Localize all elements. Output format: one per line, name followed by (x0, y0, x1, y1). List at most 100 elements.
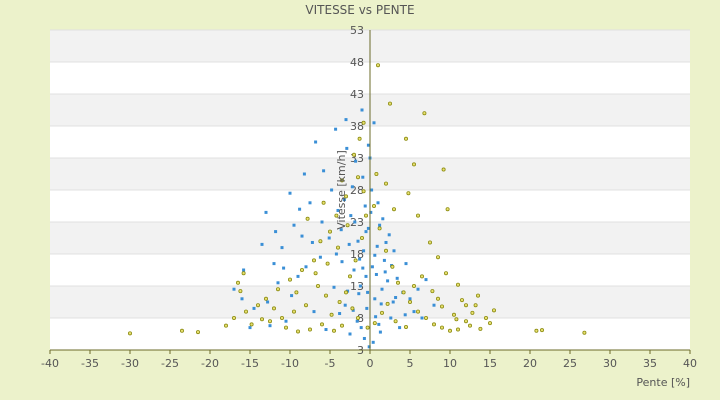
data-point (305, 216, 310, 221)
data-point (358, 284, 362, 288)
data-point (362, 249, 366, 253)
data-point (311, 258, 316, 263)
data-point (394, 296, 398, 300)
x-tick-label: -30 (121, 357, 139, 370)
data-point (347, 274, 352, 279)
data-point (362, 336, 366, 340)
x-tick-label: 10 (443, 357, 457, 370)
data-point (582, 330, 587, 335)
data-point (356, 239, 360, 243)
data-point (372, 121, 376, 125)
data-point (352, 268, 356, 272)
data-point (334, 213, 339, 218)
data-point (445, 207, 450, 212)
data-point (355, 175, 360, 180)
x-tick-label: 25 (563, 357, 577, 370)
data-point (355, 315, 360, 320)
data-point (378, 330, 382, 334)
data-point (435, 255, 440, 260)
x-tick-label: 20 (523, 357, 537, 370)
data-point (223, 323, 228, 328)
data-point (406, 191, 411, 196)
data-point (304, 265, 308, 269)
data-point (353, 258, 358, 263)
y-tick-label: 53 (350, 24, 364, 37)
x-tick-label: -5 (325, 357, 336, 370)
data-point (366, 226, 370, 230)
data-point (259, 317, 264, 322)
data-point (343, 303, 347, 307)
data-point (385, 301, 390, 306)
data-point (284, 319, 288, 323)
data-point (447, 328, 452, 333)
data-point (298, 207, 302, 211)
data-point (463, 303, 468, 308)
data-point (279, 315, 284, 320)
data-point (252, 306, 256, 310)
data-point (271, 306, 276, 311)
data-point (366, 290, 370, 294)
data-point (280, 246, 284, 250)
data-point (365, 306, 369, 310)
data-point (364, 274, 368, 278)
data-point (287, 277, 292, 282)
data-point (312, 310, 316, 314)
data-point (334, 252, 338, 256)
data-point (487, 321, 492, 326)
data-point (243, 309, 248, 314)
data-point (248, 326, 252, 330)
data-point (470, 310, 475, 315)
data-point (355, 319, 359, 323)
data-point (299, 267, 304, 272)
data-point (381, 217, 385, 221)
x-tick-label: 5 (407, 357, 414, 370)
data-point (350, 306, 355, 311)
data-point (353, 220, 357, 224)
data-point (478, 326, 483, 331)
data-point (403, 324, 408, 329)
data-point (282, 266, 286, 270)
data-point (331, 328, 336, 333)
data-point (292, 223, 296, 227)
data-point (419, 274, 424, 279)
data-point (302, 172, 306, 176)
data-point (407, 299, 412, 304)
y-tick-label: 23 (350, 216, 364, 229)
data-point (348, 332, 352, 336)
x-tick-label: 15 (483, 357, 497, 370)
data-point (339, 178, 344, 183)
data-point (379, 302, 383, 306)
data-point (377, 322, 381, 326)
data-point (290, 294, 294, 298)
data-point (387, 101, 392, 106)
data-point (232, 287, 236, 291)
data-point (372, 321, 377, 326)
data-point (365, 325, 370, 330)
data-point (303, 303, 308, 308)
data-point (374, 171, 379, 176)
data-point (359, 326, 363, 330)
data-point (387, 233, 391, 237)
data-point (395, 280, 400, 285)
y-tick-label: 8 (357, 312, 364, 325)
data-point (424, 278, 428, 282)
data-point (127, 331, 132, 336)
data-point (363, 213, 368, 218)
data-point (342, 198, 346, 202)
data-point (332, 285, 336, 289)
data-point (339, 228, 343, 232)
x-axis: -40 -35 -30 -25 -20 -15 -10 -5 0 5 10 15 20 25 30 35 40 (41, 349, 697, 370)
data-point (357, 292, 361, 296)
data-point (327, 236, 331, 240)
data-point (467, 323, 472, 328)
data-point (439, 304, 444, 309)
data-point (340, 260, 344, 264)
data-point (454, 317, 459, 322)
data-point (379, 310, 384, 315)
data-point (416, 287, 420, 291)
data-point (375, 244, 379, 248)
chart-title: VITESSE vs PENTE (305, 3, 414, 17)
data-point (432, 303, 436, 307)
data-point (431, 322, 436, 327)
